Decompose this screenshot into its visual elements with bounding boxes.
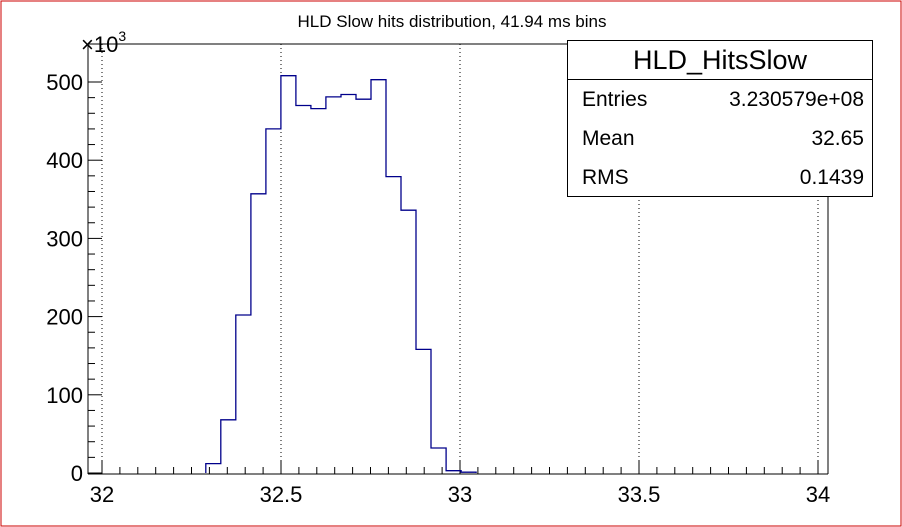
chart-title: HLD Slow hits distribution, 41.94 ms bin… (298, 12, 607, 31)
stats-title: HLD_HitsSlow (568, 41, 872, 80)
y-tick-label-500: 500 (46, 70, 83, 95)
y-tick-label-0: 0 (71, 461, 83, 486)
x-tick-label-33.5: 33.5 (618, 482, 661, 507)
stats-label-entries: Entries (582, 88, 648, 111)
stats-box: HLD_HitsSlow Entries 3.230579e+08 Mean 3… (567, 40, 873, 197)
stats-row-mean: Mean 32.65 (568, 119, 872, 158)
stats-label-mean: Mean (582, 127, 635, 150)
stats-value-rms: 0.1439 (799, 166, 864, 189)
y-multiplier-exponent: 3 (118, 28, 126, 44)
tick-labels: 0 100 200 300 400 500 32 32.5 33 33.5 34 (46, 70, 830, 507)
x-tick-label-32.5: 32.5 (260, 482, 303, 507)
stats-value-entries: 3.230579e+08 (729, 88, 864, 111)
stats-label-rms: RMS (582, 166, 629, 189)
y-tick-label-300: 300 (46, 226, 83, 251)
y-tick-label-100: 100 (46, 383, 83, 408)
y-tick-label-400: 400 (46, 148, 83, 173)
stats-row-entries: Entries 3.230579e+08 (568, 80, 872, 119)
y-tick-label-200: 200 (46, 305, 83, 330)
stats-value-mean: 32.65 (811, 127, 864, 150)
x-tick-label-32: 32 (90, 482, 114, 507)
x-tick-label-34: 34 (806, 482, 830, 507)
histogram-line (205, 75, 477, 473)
stats-row-rms: RMS 0.1439 (568, 158, 872, 197)
tick-marks (88, 81, 819, 474)
x-tick-label-33: 33 (448, 482, 472, 507)
